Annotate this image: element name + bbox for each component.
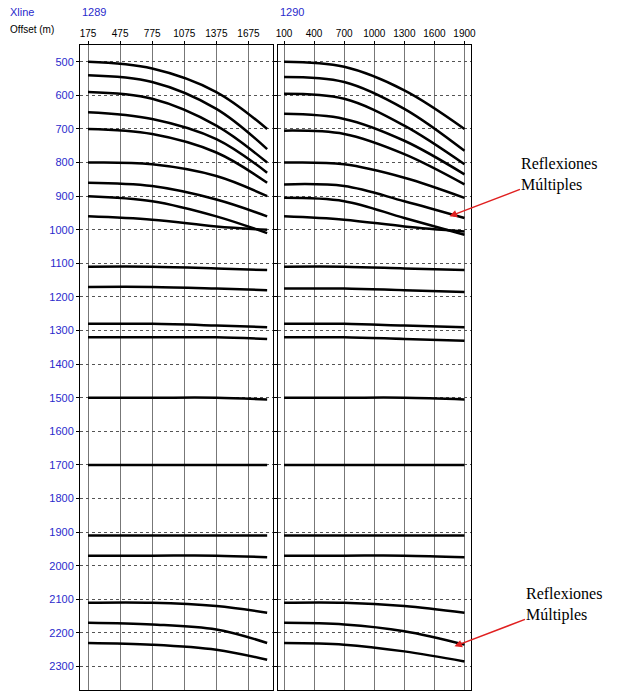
svg-text:2100: 2100 <box>49 593 73 605</box>
svg-text:1400: 1400 <box>49 358 73 370</box>
svg-text:1075: 1075 <box>173 28 196 39</box>
svg-text:2300: 2300 <box>49 660 73 672</box>
svg-text:1300: 1300 <box>393 28 416 39</box>
svg-text:175: 175 <box>80 28 97 39</box>
svg-text:Offset (m): Offset (m) <box>10 24 54 35</box>
svg-text:2200: 2200 <box>49 627 73 639</box>
svg-text:1000: 1000 <box>49 224 73 236</box>
svg-text:1600: 1600 <box>423 28 446 39</box>
svg-text:500: 500 <box>55 56 73 68</box>
svg-text:ReflexionesMúltiples: ReflexionesMúltiples <box>521 155 597 194</box>
svg-text:1500: 1500 <box>49 392 73 404</box>
svg-text:1800: 1800 <box>49 492 73 504</box>
svg-text:1000: 1000 <box>363 28 386 39</box>
svg-text:1600: 1600 <box>49 425 73 437</box>
svg-text:Xline: Xline <box>10 6 34 18</box>
svg-text:700: 700 <box>55 123 73 135</box>
svg-text:ReflexionesMúltiples: ReflexionesMúltiples <box>526 585 602 624</box>
svg-text:1700: 1700 <box>49 459 73 471</box>
svg-text:775: 775 <box>144 28 161 39</box>
svg-text:2000: 2000 <box>49 560 73 572</box>
svg-text:1375: 1375 <box>205 28 228 39</box>
svg-text:700: 700 <box>336 28 353 39</box>
svg-text:100: 100 <box>276 28 293 39</box>
svg-text:600: 600 <box>55 89 73 101</box>
svg-text:1100: 1100 <box>50 257 74 269</box>
svg-text:1300: 1300 <box>49 324 73 336</box>
svg-text:1675: 1675 <box>237 28 260 39</box>
svg-text:1900: 1900 <box>453 28 476 39</box>
svg-text:1900: 1900 <box>49 526 73 538</box>
svg-text:800: 800 <box>55 156 73 168</box>
svg-text:400: 400 <box>306 28 323 39</box>
svg-text:475: 475 <box>112 28 129 39</box>
svg-text:1290: 1290 <box>280 6 304 18</box>
svg-text:1289: 1289 <box>82 6 106 18</box>
svg-text:1200: 1200 <box>49 291 73 303</box>
svg-text:900: 900 <box>55 190 73 202</box>
